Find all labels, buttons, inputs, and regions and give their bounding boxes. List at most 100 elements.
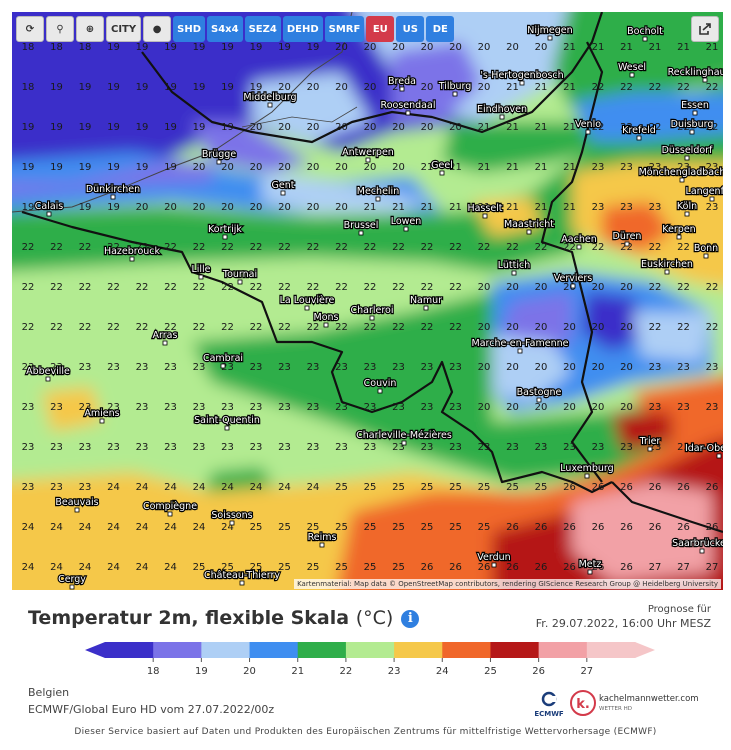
grid-value: 24 [193, 482, 206, 493]
city-label: Krefeld [622, 125, 656, 136]
grid-value: 20 [506, 362, 519, 373]
toolbar-button-location[interactable]: ⚲ [46, 16, 74, 42]
grid-value: 22 [592, 82, 605, 93]
grid-value: 19 [164, 122, 177, 133]
city-dot [46, 211, 52, 217]
grid-value: 23 [706, 202, 719, 213]
grid-value: 26 [620, 482, 633, 493]
toolbar-button-smrf[interactable]: SMRF [324, 16, 365, 42]
grid-value: 23 [164, 442, 177, 453]
toolbar-button-sez4[interactable]: SEZ4 [244, 16, 281, 42]
grid-value: 22 [250, 322, 263, 333]
grid-value: 22 [250, 282, 263, 293]
legend-label: 24 [436, 666, 449, 677]
city-marker: Breda [387, 75, 417, 92]
toolbar-button-city[interactable]: CITY [106, 16, 142, 42]
city-label: Recklinghausen [668, 67, 723, 78]
city-marker: Mechelin [356, 185, 400, 202]
grid-value: 23 [649, 402, 662, 413]
ecmwf-logo: ECMWF [535, 691, 564, 718]
city-dot [405, 110, 411, 116]
grid-value: 23 [677, 362, 690, 373]
grid-value: 19 [79, 202, 92, 213]
city-dot [709, 196, 715, 202]
temperature-map[interactable]: 18 18 18 19 19 19 19 19 19 19 19 20 20 20 20 20 20 20 20 21… [12, 12, 723, 590]
temperature-values: 18 18 18 19 19 19 19 19 19 19 19 20 20 20 20 20 20 20 20 21… [22, 42, 719, 573]
toolbar-button-eu[interactable]: EU [366, 16, 395, 42]
city-label: Mönchengladbach [639, 167, 723, 178]
city-marker: Marche-en-Famenne [470, 337, 570, 354]
grid-value: 19 [107, 202, 120, 213]
city-label: Düsseldorf [662, 145, 713, 156]
grid-value: 23 [421, 362, 434, 373]
city-marker: Namur [409, 294, 443, 311]
city-marker: Cergy [57, 573, 88, 590]
city-labels: Nijmegen Bocholt Wesel Recklinghausen Breda T… [25, 24, 723, 590]
grid-value: 20 [221, 202, 234, 213]
map-frame[interactable]: 18 18 18 19 19 19 19 19 19 19 19 20 20 20 20 20 20 20 20 21… [12, 12, 723, 590]
grid-value: 25 [364, 562, 377, 573]
city-label: Mechelin [357, 186, 399, 197]
grid-value: 23 [421, 402, 434, 413]
city-label: Charleroi [350, 305, 393, 316]
grid-value: 22 [677, 322, 690, 333]
grid-value: 20 [478, 42, 491, 53]
legend-swatch [201, 642, 251, 658]
city-marker: Saint-Quentin [193, 414, 261, 431]
grid-value: 22 [193, 242, 206, 253]
city-label: Marche-en-Famenne [472, 338, 569, 349]
grid-value: 26 [592, 522, 605, 533]
grid-value: 25 [221, 562, 234, 573]
grid-value: 23 [449, 442, 462, 453]
info-icon[interactable]: i [401, 610, 420, 628]
city-label: Essen [681, 100, 709, 111]
grid-value: 24 [221, 482, 234, 493]
grid-value: 22 [136, 242, 149, 253]
toolbar-button-zoom[interactable]: ⊕ [76, 16, 104, 42]
grid-value: 23 [193, 442, 206, 453]
toolbar-button-dot[interactable]: ● [143, 16, 172, 42]
grid-value: 19 [164, 82, 177, 93]
grid-value: 24 [164, 522, 177, 533]
grid-value: 25 [478, 482, 491, 493]
legend-label: 22 [340, 666, 353, 677]
grid-value: 22 [164, 242, 177, 253]
city-dot [304, 305, 310, 311]
city-dot [624, 241, 630, 247]
city-dot [519, 80, 525, 86]
grid-value: 24 [50, 522, 63, 533]
grid-value: 20 [335, 122, 348, 133]
city-marker: Amiens [83, 407, 121, 424]
city-marker: Beauvais [54, 496, 100, 513]
grid-value: 26 [592, 562, 605, 573]
share-button[interactable] [691, 16, 719, 42]
city-dot [689, 129, 695, 135]
grid-value: 23 [79, 442, 92, 453]
grid-value: 23 [278, 402, 291, 413]
city-marker: Saarbrücken [671, 537, 723, 554]
grid-value: 22 [193, 282, 206, 293]
city-marker: 's-Hertogenbosch [479, 69, 565, 86]
toolbar-button-de[interactable]: DE [426, 16, 455, 42]
grid-value: 25 [335, 522, 348, 533]
toolbar-button-us[interactable]: US [396, 16, 425, 42]
grid-value: 23 [592, 162, 605, 173]
toolbar-button-refresh[interactable]: ⟳ [16, 16, 44, 42]
grid-value: 25 [392, 482, 405, 493]
toolbar-button-dehd[interactable]: DEHD [282, 16, 323, 42]
grid-value: 19 [22, 122, 35, 133]
grid-value: 22 [449, 322, 462, 333]
city-label: La Louvière [280, 295, 335, 306]
city-marker: Geel [430, 159, 454, 176]
city-marker: Essen [680, 99, 710, 116]
toolbar-button-shd[interactable]: SHD [173, 16, 205, 42]
toolbar-button-s4x4[interactable]: S4x4 [207, 16, 243, 42]
grid-value: 23 [478, 442, 491, 453]
city-dot [692, 110, 698, 116]
grid-value: 23 [164, 402, 177, 413]
grid-value: 23 [250, 362, 263, 373]
grid-value: 21 [364, 202, 377, 213]
city-dot [162, 340, 168, 346]
grid-value: 22 [478, 242, 491, 253]
grid-value: 23 [563, 442, 576, 453]
